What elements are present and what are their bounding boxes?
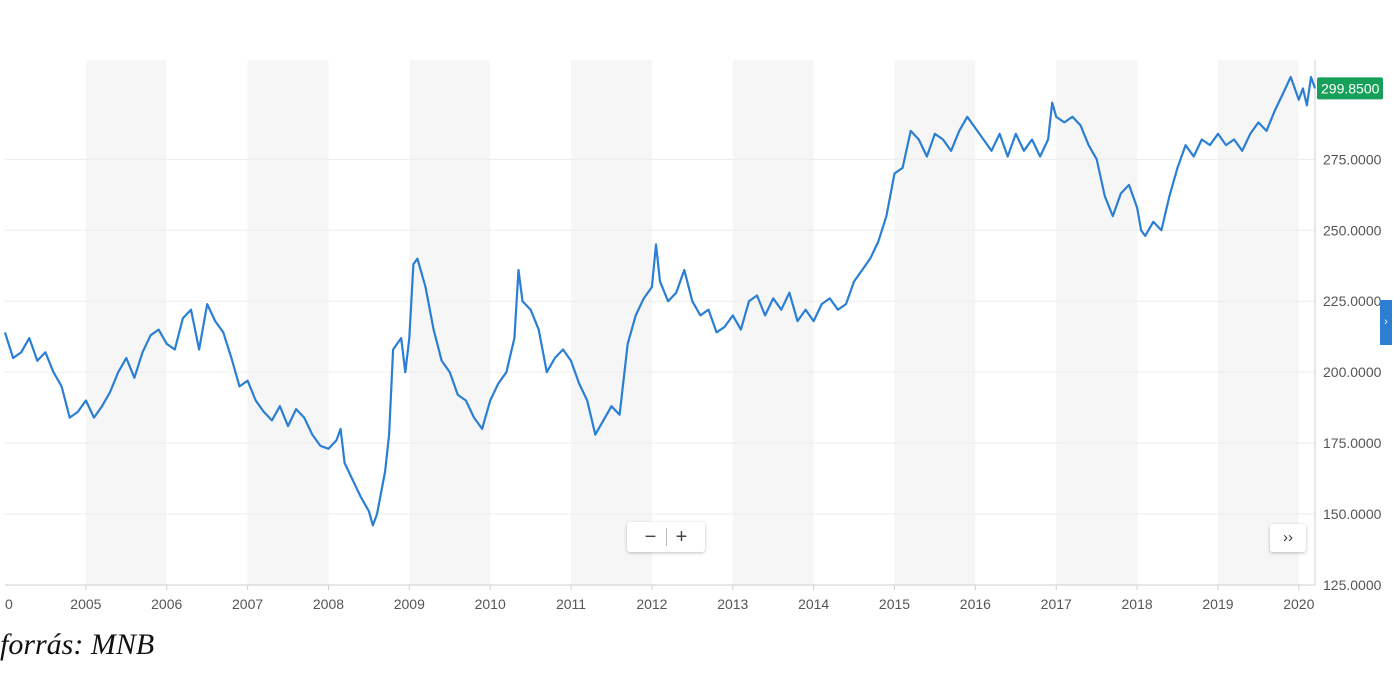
x-tick-label: 2010 xyxy=(475,596,506,612)
x-tick-label: 2011 xyxy=(556,596,586,612)
year-band xyxy=(409,60,491,585)
plot-area xyxy=(3,75,1317,527)
y-axis: 125.0000 150.0000 175.0000 200.0000 225.0000… xyxy=(1314,60,1382,593)
source-caption: forrás: MNB xyxy=(0,628,155,661)
x-tick-label: 2013 xyxy=(717,596,748,612)
x-tick-label: 2006 xyxy=(151,596,182,612)
y-tick-label: 200.0000 xyxy=(1323,364,1382,380)
year-band xyxy=(85,60,167,585)
x-tick-label: 2005 xyxy=(70,596,101,612)
x-tick-label: 2014 xyxy=(798,596,829,612)
x-tick-label: 2009 xyxy=(394,596,425,612)
y-tick-label: 175.0000 xyxy=(1323,435,1382,451)
year-bands xyxy=(85,60,1299,585)
year-band xyxy=(732,60,814,585)
x-tick-label: 2016 xyxy=(960,596,991,612)
x-tick-label: 0 xyxy=(5,596,13,612)
current-price-tag: 299.8500 xyxy=(1317,77,1383,100)
x-tick-label: 2012 xyxy=(636,596,667,612)
x-tick-label: 2008 xyxy=(313,596,344,612)
zoom-separator xyxy=(665,528,667,546)
x-axis: 0 2005 2006 2007 2008 2009 2010 2011 2012 2013 201… xyxy=(5,584,1315,612)
year-band xyxy=(894,60,976,585)
x-tick-label: 2018 xyxy=(1122,596,1153,612)
year-band xyxy=(247,60,329,585)
zoom-control: − + xyxy=(627,522,705,552)
x-tick-label: 2019 xyxy=(1202,596,1233,612)
grid-lines xyxy=(5,158,1315,586)
y-tick-label: 275.0000 xyxy=(1323,151,1382,167)
year-band xyxy=(1217,60,1299,585)
zoom-in-button[interactable]: + xyxy=(675,525,688,548)
x-tick-label: 2007 xyxy=(232,596,263,612)
zoom-out-button[interactable]: − xyxy=(644,525,657,548)
price-tag-label: 299.8500 xyxy=(1321,80,1380,96)
series-line xyxy=(3,75,1317,527)
x-tick-label: 2015 xyxy=(879,596,910,612)
x-tick-label: 2017 xyxy=(1041,596,1072,612)
y-tick-label: 225.0000 xyxy=(1323,293,1382,309)
y-tick-label: 150.0000 xyxy=(1323,506,1382,522)
price-tag-bg xyxy=(1317,77,1383,100)
y-tick-label: 250.0000 xyxy=(1323,222,1382,238)
x-tick-label: 2020 xyxy=(1283,596,1314,612)
y-tick-label: 125.0000 xyxy=(1323,577,1382,593)
year-band xyxy=(1056,60,1138,585)
year-band xyxy=(571,60,652,585)
scroll-right-button[interactable]: ›› xyxy=(1270,524,1306,552)
side-panel-toggle[interactable]: › xyxy=(1380,300,1392,345)
